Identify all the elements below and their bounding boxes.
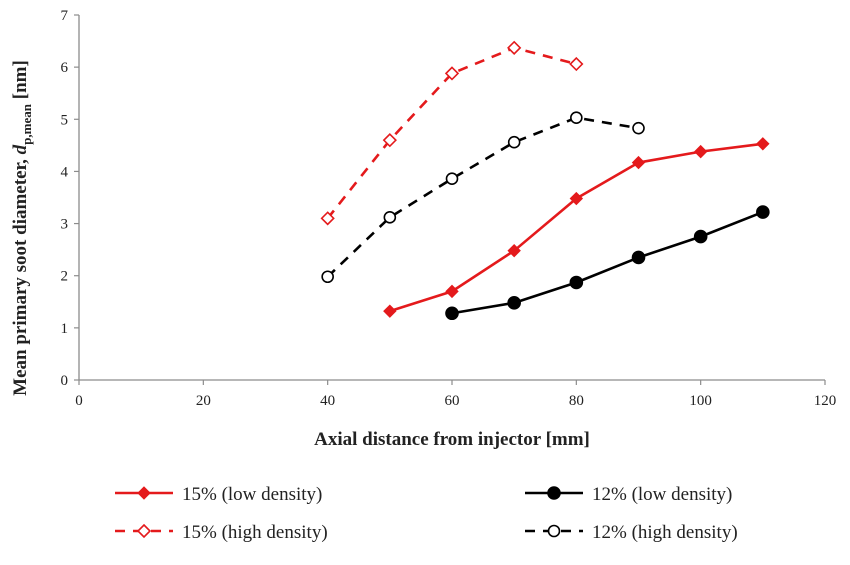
- x-tick-label: 80: [569, 393, 584, 409]
- series-3: [320, 40, 584, 226]
- data-point: [507, 40, 522, 55]
- y-axis-title-unit: [nm]: [10, 60, 31, 104]
- y-tick-label: 4: [61, 164, 69, 180]
- data-point: [569, 275, 584, 290]
- y-tick-label: 0: [61, 373, 69, 389]
- data-point: [445, 284, 459, 299]
- data-point: [320, 211, 335, 226]
- legend-label: 15% (low density): [182, 484, 322, 505]
- legend-swatch-marker: [136, 523, 152, 539]
- data-point: [569, 56, 584, 72]
- legend-label: 15% (high density): [182, 522, 328, 543]
- legend-label: 12% (high density): [592, 522, 738, 543]
- legend-item: 12% (low density): [525, 484, 732, 505]
- legend-swatch-marker: [547, 524, 561, 538]
- legend-item: 15% (low density): [115, 484, 322, 505]
- y-tick-label: 2: [61, 269, 69, 285]
- series-2: [445, 205, 770, 321]
- data-point: [445, 172, 459, 186]
- y-tick-label: 1: [61, 321, 69, 337]
- x-tick-label: 0: [75, 393, 83, 409]
- data-point: [631, 155, 646, 170]
- legend: 15% (low density) 12% (low density) 15% (h…: [115, 484, 738, 543]
- x-tick-label: 40: [320, 393, 335, 409]
- y-tick-label: 6: [61, 60, 69, 76]
- series-4: [321, 111, 645, 284]
- series-line: [451, 210, 764, 315]
- x-tick-label: 60: [445, 393, 460, 409]
- y-axis-title-sub: p,mean: [19, 103, 34, 145]
- legend-label: 12% (low density): [592, 484, 732, 505]
- x-tick-label: 100: [689, 393, 712, 409]
- legend-swatch-marker: [547, 486, 561, 500]
- series-layer: [320, 40, 770, 321]
- data-point: [383, 304, 397, 318]
- series-line: [326, 46, 577, 220]
- x-tick-label: 120: [814, 393, 837, 409]
- data-point: [569, 191, 584, 206]
- y-axis-title: Mean primary soot diameter, dp,mean [nm]: [10, 60, 34, 396]
- data-point: [632, 121, 645, 135]
- data-point: [444, 66, 460, 81]
- data-point: [507, 296, 521, 310]
- y-tick-label: 5: [61, 112, 69, 128]
- legend-item: 15% (high density): [115, 522, 328, 543]
- data-point: [693, 144, 708, 159]
- y-tick-label: 7: [61, 8, 69, 24]
- legend-item: 12% (high density): [525, 522, 738, 543]
- data-point: [321, 270, 334, 284]
- data-point: [507, 243, 521, 258]
- axes: 0 20 40 60 80 100 120 0 1 2 3 4 5 6 7: [61, 8, 837, 409]
- series-line: [326, 116, 639, 278]
- data-point: [631, 250, 646, 265]
- data-point: [570, 111, 583, 125]
- data-point: [693, 229, 708, 244]
- x-tick-label: 20: [196, 393, 211, 409]
- data-point: [756, 205, 770, 219]
- legend-swatch-marker: [137, 486, 151, 500]
- data-point: [383, 211, 397, 224]
- data-point: [507, 135, 521, 149]
- series-1: [383, 137, 770, 318]
- x-axis-title: Axial distance from injector [mm]: [314, 429, 590, 450]
- data-point: [445, 306, 459, 321]
- y-tick-label: 3: [61, 217, 69, 233]
- y-axis-title-var: d: [10, 144, 31, 154]
- data-point: [382, 133, 397, 148]
- y-axis-title-main: Mean primary soot diameter,: [10, 154, 31, 396]
- data-point: [756, 137, 770, 151]
